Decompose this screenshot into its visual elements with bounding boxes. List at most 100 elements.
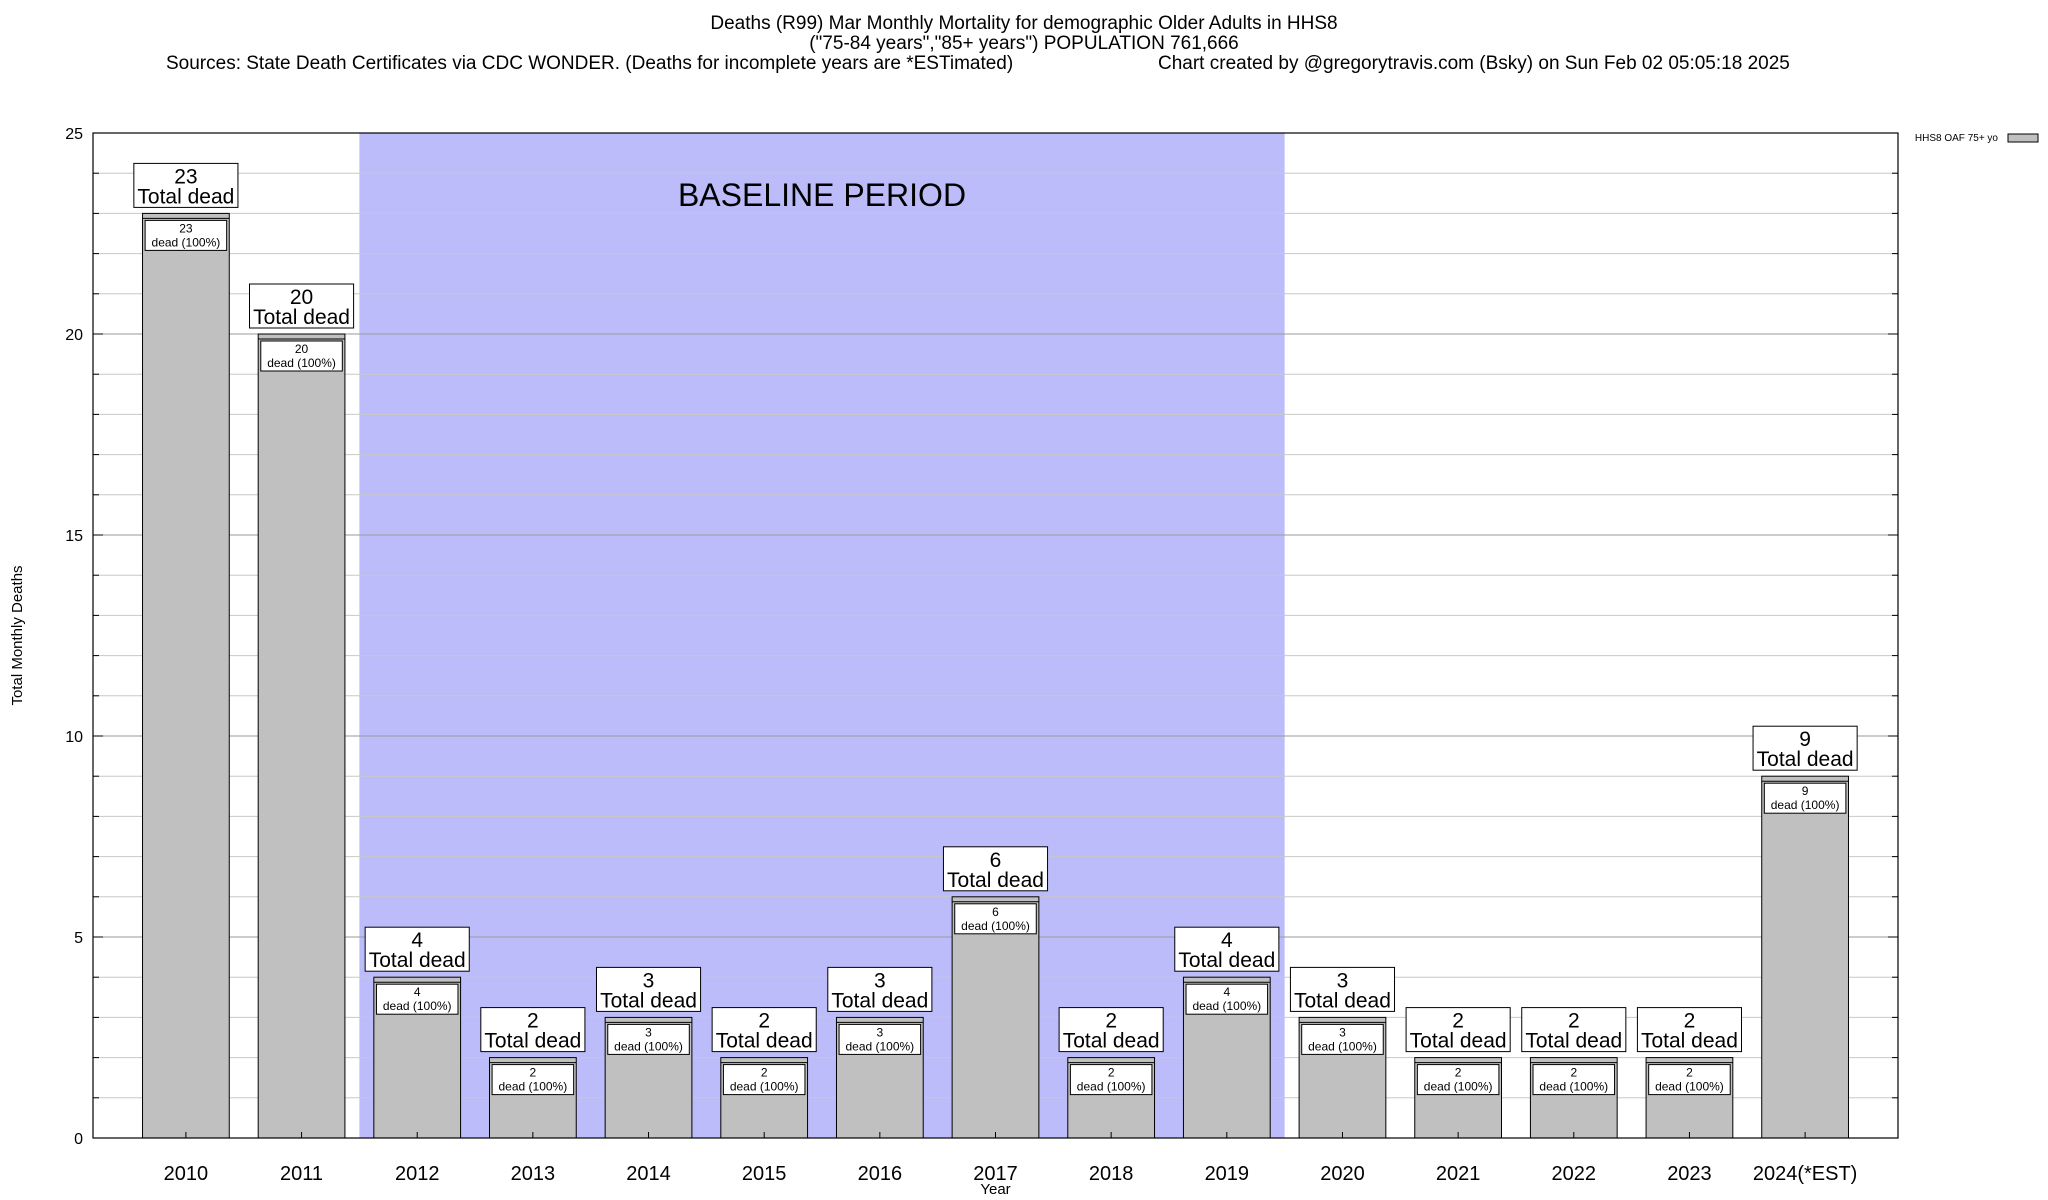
bar-inner-value: 20 bbox=[295, 342, 309, 356]
bar-total-label: Total dead bbox=[716, 1030, 813, 1053]
bar-total-label-box bbox=[711, 1007, 817, 1053]
bar-total-label: Total dead bbox=[600, 989, 697, 1012]
bar-inner-value: 4 bbox=[414, 985, 421, 999]
bar-total-value: 2 bbox=[758, 1010, 770, 1033]
bar-inner-value: 2 bbox=[1570, 1066, 1577, 1080]
bar-total-value: 23 bbox=[174, 165, 197, 188]
chart-sources: Sources: State Death Certificates via CD… bbox=[166, 53, 1014, 74]
bar-inner-label-box bbox=[838, 1023, 922, 1055]
bar-total-label: Total dead bbox=[1410, 1030, 1507, 1053]
bar-inner-label-box bbox=[260, 340, 343, 372]
bar-inner-label: dead (100%) bbox=[1424, 1080, 1493, 1094]
bar-total-label-box bbox=[133, 162, 239, 208]
bar-inner-label-box bbox=[144, 219, 228, 251]
bar-inner-label: dead (100%) bbox=[1192, 999, 1261, 1013]
bar-total-label-box bbox=[1752, 725, 1858, 771]
chart-title: Deaths (R99) Mar Monthly Mortality for d… bbox=[710, 13, 1338, 34]
bar-total-label: Total dead bbox=[1641, 1030, 1738, 1053]
x-tick-label: 2016 bbox=[858, 1163, 903, 1185]
bar-total-value: 4 bbox=[411, 929, 423, 952]
bar-total-label-box bbox=[1521, 1007, 1627, 1053]
bar-inner-value: 2 bbox=[1686, 1066, 1693, 1080]
bar-inner-label-box bbox=[1763, 782, 1847, 814]
y-tick-label: 5 bbox=[74, 930, 83, 947]
x-tick-label: 2021 bbox=[1436, 1163, 1481, 1185]
bar-total-value: 2 bbox=[1452, 1010, 1464, 1033]
bar-total-label-box bbox=[480, 1007, 586, 1053]
plot-frame bbox=[92, 132, 1899, 1139]
y-axis-label: Total Monthly Deaths bbox=[9, 565, 26, 705]
legend-label: HHS8 OAF 75+ yo bbox=[1915, 133, 1999, 144]
x-tick-label: 2010 bbox=[164, 1163, 209, 1185]
x-tick-label: 2018 bbox=[1089, 1163, 1134, 1185]
bar bbox=[142, 212, 230, 1139]
bar-total-label: Total dead bbox=[1525, 1030, 1622, 1053]
bar-inner-label: dead (100%) bbox=[961, 919, 1030, 933]
x-axis-label: Year bbox=[980, 1181, 1010, 1198]
y-tick-label: 20 bbox=[65, 327, 83, 344]
bar-inner-label: dead (100%) bbox=[1655, 1080, 1724, 1094]
x-tick-label: 2015 bbox=[742, 1163, 787, 1185]
bar-total-label-box bbox=[942, 846, 1049, 892]
baseline-period-label: BASELINE PERIOD bbox=[678, 177, 966, 213]
bar-inner-label: dead (100%) bbox=[845, 1039, 914, 1053]
bar-total-label-box bbox=[1174, 926, 1280, 972]
bar-total-label: Total dead bbox=[1757, 748, 1854, 771]
bar-total-value: 20 bbox=[290, 286, 313, 309]
x-tick-label: 2011 bbox=[280, 1163, 323, 1185]
bar-total-label-box bbox=[1289, 966, 1396, 1012]
bar-inner-label: dead (100%) bbox=[1308, 1039, 1377, 1053]
bar-inner-label-box bbox=[1416, 1064, 1500, 1096]
bar-total-value: 2 bbox=[1105, 1010, 1117, 1033]
bar-total-label-box bbox=[364, 926, 470, 972]
bar-inner-label: dead (100%) bbox=[1077, 1080, 1146, 1094]
bar-total-value: 2 bbox=[1684, 1010, 1696, 1033]
bar-inner-label: dead (100%) bbox=[1539, 1080, 1608, 1094]
x-tick-label: 2014 bbox=[626, 1163, 671, 1185]
bar-total-value: 3 bbox=[874, 969, 886, 992]
bar-inner-label-box bbox=[1648, 1064, 1731, 1096]
bar-total-label-box bbox=[827, 966, 933, 1012]
legend-swatch bbox=[2007, 133, 2039, 143]
baseline-period-band bbox=[359, 133, 1285, 1138]
bar-total-label: Total dead bbox=[137, 185, 234, 208]
bar-total-value: 9 bbox=[1799, 728, 1811, 751]
bar-total-value: 6 bbox=[990, 849, 1002, 872]
bar-total-label: Total dead bbox=[484, 1030, 581, 1053]
bar-inner-label: dead (100%) bbox=[499, 1080, 568, 1094]
y-tick-label: 10 bbox=[65, 729, 83, 746]
x-tick-label: 2022 bbox=[1552, 1163, 1597, 1185]
x-tick-label: 2023 bbox=[1667, 1163, 1712, 1185]
bar-inner-label: dead (100%) bbox=[152, 235, 221, 249]
bar bbox=[257, 333, 346, 1139]
bar-inner-value: 3 bbox=[1339, 1025, 1346, 1039]
bar-inner-value: 2 bbox=[761, 1066, 768, 1080]
bar-inner-value: 4 bbox=[1223, 985, 1230, 999]
bar-inner-value: 2 bbox=[1108, 1066, 1115, 1080]
bar-inner-label: dead (100%) bbox=[383, 999, 452, 1013]
bar-inner-label-box bbox=[1532, 1064, 1616, 1096]
bar-inner-label: dead (100%) bbox=[267, 356, 336, 370]
bar-inner-label: dead (100%) bbox=[730, 1080, 799, 1094]
y-tick-label: 15 bbox=[65, 528, 83, 545]
x-tick-label: 2012 bbox=[395, 1163, 440, 1185]
x-tick-label: 2013 bbox=[511, 1163, 556, 1185]
bar-total-label: Total dead bbox=[1294, 989, 1391, 1012]
bar-total-value: 4 bbox=[1221, 929, 1233, 952]
x-tick-label: 2024(*EST) bbox=[1753, 1163, 1858, 1185]
chart-credit: Chart created by @gregorytravis.com (Bsk… bbox=[1158, 53, 1790, 74]
bar-inner-value: 2 bbox=[530, 1066, 537, 1080]
chart-title-block: Deaths (R99) Mar Monthly Mortality for d… bbox=[0, 14, 2048, 54]
x-tick-label: 2017 bbox=[973, 1163, 1018, 1185]
bar-total-label-box bbox=[1405, 1007, 1511, 1053]
x-tick-label: 2019 bbox=[1205, 1163, 1250, 1185]
bar-inner-label-box bbox=[722, 1064, 806, 1096]
bar-total-value: 3 bbox=[643, 969, 655, 992]
bar bbox=[1761, 775, 1849, 1139]
bar-inner-value: 9 bbox=[1802, 784, 1809, 798]
bar-total-label: Total dead bbox=[831, 989, 928, 1012]
bar-inner-label-box bbox=[607, 1023, 690, 1055]
bar-total-label-box bbox=[1058, 1007, 1164, 1053]
y-tick-label: 25 bbox=[65, 126, 83, 143]
bar-total-value: 3 bbox=[1337, 969, 1349, 992]
